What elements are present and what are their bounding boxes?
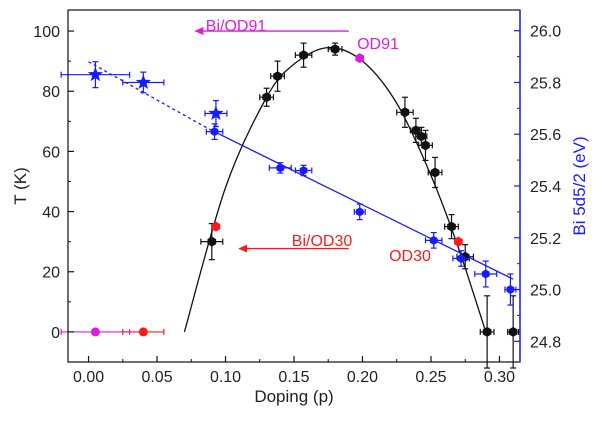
tc-point (508, 326, 518, 337)
tc-point (447, 221, 456, 232)
tc-point (430, 167, 440, 178)
bi-point (276, 163, 285, 173)
left-tick-label: 0 (51, 325, 60, 342)
label-od91: OD91 (357, 36, 399, 53)
bi-point (299, 165, 308, 175)
right-tick-label: 25.0 (530, 283, 561, 300)
bi-point (429, 235, 438, 245)
bottom-tick-label: 0.30 (484, 369, 515, 386)
bi-point (210, 127, 219, 137)
tc-dome-curve (183, 46, 487, 333)
right-tick-label: 25.4 (530, 179, 561, 196)
bottom-tick-label: 0.00 (73, 369, 104, 386)
right-tick-label: 25.8 (530, 75, 561, 92)
tc-point (330, 44, 340, 55)
left-tick-label: 60 (42, 144, 60, 161)
tc-point (421, 140, 430, 151)
bottom-tick-label: 0.25 (415, 369, 446, 386)
bi-fit-dashed-line (88, 61, 210, 130)
bottom-tick-label: 0.20 (347, 369, 378, 386)
left-tick-label: 100 (33, 24, 60, 41)
bi-point (506, 285, 515, 295)
right-axis: 24.8 25.0 25.2 25.4 25.6 25.8 26.0 (514, 10, 561, 362)
left-axis-title: T (K) (11, 167, 30, 204)
tc-point (417, 131, 426, 142)
label-od30: OD30 (389, 248, 431, 265)
right-tick-label: 25.2 (530, 231, 561, 248)
tc-errorbar (259, 87, 275, 107)
zero-point (90, 327, 100, 337)
tc-point (262, 92, 271, 103)
tc-point (482, 326, 492, 337)
special-point-bi-od30 (211, 221, 221, 232)
bottom-tick-label: 0.05 (141, 369, 172, 386)
tc-point (207, 236, 217, 247)
x-axis-title: Doping (p) (254, 387, 333, 406)
bi-star-point (87, 66, 103, 82)
bi-star-point (208, 105, 224, 120)
plot-marks (60, 42, 520, 369)
left-tick-label: 80 (42, 84, 60, 101)
bi-point (355, 207, 364, 217)
special-point-od91 (355, 53, 365, 64)
zero-point (138, 327, 148, 337)
label-bi-od30: Bi/OD30 (292, 233, 353, 250)
label-bi-od91: Bi/OD91 (206, 18, 267, 35)
bi-point (481, 269, 490, 279)
tc-point (273, 71, 282, 82)
tc-point (400, 107, 410, 118)
special-point-od30 (454, 236, 463, 247)
left-axis: 0 20 40 60 80 100 (33, 24, 74, 342)
left-tick-label: 40 (42, 205, 60, 222)
right-tick-label: 24.8 (530, 334, 561, 351)
bottom-tick-label: 0.15 (278, 369, 309, 386)
bottom-tick-label: 0.10 (210, 369, 241, 386)
plot-frame (67, 9, 521, 363)
annotations: Bi/OD91 OD91 Bi/OD30 OD30 (194, 18, 431, 265)
tc-point (411, 125, 421, 136)
bi-point (457, 253, 465, 263)
bi-star-errorbar (204, 99, 228, 128)
bi-errorbar (424, 231, 443, 249)
left-tick-label: 20 (42, 265, 60, 282)
right-axis-title: Bi 5d5/2 (eV) (570, 136, 589, 235)
bi-star-point (135, 74, 151, 89)
right-tick-label: 25.6 (530, 127, 561, 144)
bottom-axis: 0.00 0.05 0.10 0.15 0.20 0.25 0.30 (73, 356, 515, 386)
right-tick-label: 26.0 (530, 24, 561, 41)
tc-point (299, 50, 308, 61)
